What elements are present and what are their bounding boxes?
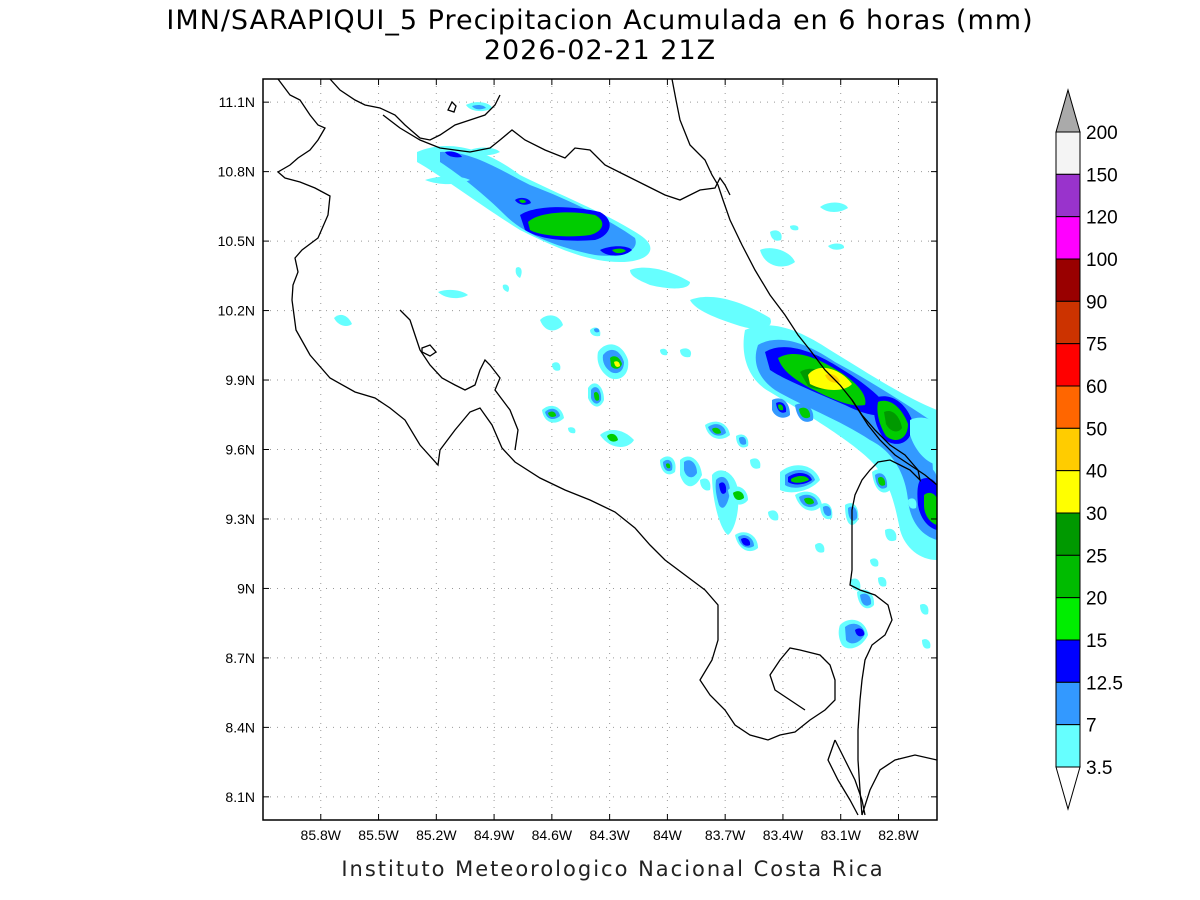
lat-tick-label: 9N [237, 580, 255, 596]
lon-tick-label: 85.2W [416, 827, 457, 843]
pacific-coastline [276, 79, 836, 741]
lon-tick-label: 85.5W [358, 827, 399, 843]
longitude-labels: 85.8W 85.5W 85.2W 84.9W 84.6W 84.3W 84W 83.7W 83… [301, 827, 920, 843]
colorbar-label: 25 [1086, 546, 1107, 567]
colorbar-under-arrow [1055, 766, 1081, 811]
coastlines-borders [276, 79, 937, 816]
lat-tick-label: 8.1N [225, 789, 255, 805]
lat-tick-label: 8.4N [225, 719, 255, 735]
colorbar-segment [1055, 470, 1081, 514]
lon-tick-label: 84.9W [474, 827, 515, 843]
nicaragua-border [382, 114, 731, 201]
colorbar-label: 100 [1086, 250, 1118, 271]
precip-cells-central [334, 267, 771, 447]
colorbar-segment [1055, 427, 1081, 472]
colorbar-segment [1055, 681, 1081, 726]
colorbar-segment [1055, 639, 1081, 683]
map-subtitle-datetime: 2026-02-21 21Z [483, 35, 717, 66]
colorbar-label: 20 [1086, 589, 1107, 610]
colorbar-segment [1055, 554, 1081, 599]
footer-credit: Instituto Meteorologico Nacional Costa R… [341, 857, 885, 881]
map-grid [263, 79, 937, 820]
colorbar-label: 30 [1086, 504, 1107, 525]
precip-band-north [417, 102, 651, 262]
colorbar-label: 60 [1086, 377, 1107, 398]
colorbar-segment [1055, 173, 1081, 218]
colorbar-segment [1055, 724, 1081, 768]
lat-tick-label: 9.6N [225, 442, 255, 458]
colorbar-segment [1055, 131, 1081, 175]
northern-nicaragua-coast [329, 79, 501, 141]
colorbar-label: 12.5 [1086, 673, 1123, 694]
caribbean-coastline [671, 79, 937, 486]
colorbar-segment [1055, 258, 1081, 302]
lon-tick-label: 84W [653, 827, 683, 843]
axis-ticks [263, 79, 937, 820]
lon-tick-label: 84.6W [532, 827, 573, 843]
burica-peninsula [827, 739, 859, 816]
lon-tick-label: 83.4W [763, 827, 804, 843]
colorbar-label: 15 [1086, 631, 1107, 652]
colorbar-segment [1055, 343, 1081, 387]
lat-tick-label: 10.2N [218, 303, 255, 319]
colorbar-label: 150 [1086, 165, 1118, 186]
colorbar-label: 7 [1086, 716, 1097, 737]
colorbar-label: 120 [1086, 208, 1118, 229]
colorbar-segment [1055, 300, 1081, 345]
chiriqui-coast [834, 739, 937, 816]
gulf-of-nicoya [399, 309, 519, 451]
lon-tick-label: 82.8W [878, 827, 919, 843]
colorbar-label: 75 [1086, 335, 1107, 356]
panama-border [849, 399, 922, 816]
colorbar-legend: 200 150 120 100 90 75 60 50 40 30 25 20 15 12.5 7 3.5 [1055, 88, 1123, 811]
lon-tick-label: 83.7W [705, 827, 746, 843]
lat-tick-label: 10.5N [218, 233, 255, 249]
colorbar-segment [1055, 216, 1081, 260]
colorbar-label: 40 [1086, 462, 1107, 483]
lat-tick-label: 8.7N [225, 650, 255, 666]
precip-cells-south [660, 421, 931, 649]
lat-tick-label: 10.8N [218, 164, 255, 180]
lat-tick-label: 9.3N [225, 511, 255, 527]
lat-tick-label: 11.1N [219, 94, 255, 110]
colorbar-segment [1055, 512, 1081, 556]
colorbar-over-arrow [1055, 88, 1081, 133]
colorbar-segment [1055, 597, 1081, 641]
colorbar-segment [1055, 385, 1081, 429]
lon-tick-label: 85.8W [301, 827, 342, 843]
colorbar-label: 50 [1086, 419, 1107, 440]
colorbar-label: 200 [1086, 123, 1118, 144]
colorbar-label: 3.5 [1086, 758, 1112, 779]
map-title: IMN/SARAPIQUI_5 Precipitacion Acumulada … [166, 5, 1034, 36]
precip-band-caribbean [743, 202, 937, 560]
island-solentiname [447, 100, 457, 113]
latitude-labels: 11.1N 10.8N 10.5N 10.2N 9.9N 9.6N 9.3N 9N 8.7N 8.… [218, 94, 255, 805]
lat-tick-label: 9.9N [225, 372, 255, 388]
lon-tick-label: 84.3W [589, 827, 630, 843]
colorbar-label: 90 [1086, 292, 1107, 313]
precipitation-field [334, 102, 937, 649]
lon-tick-label: 83.1W [820, 827, 861, 843]
island-chira [421, 344, 437, 357]
